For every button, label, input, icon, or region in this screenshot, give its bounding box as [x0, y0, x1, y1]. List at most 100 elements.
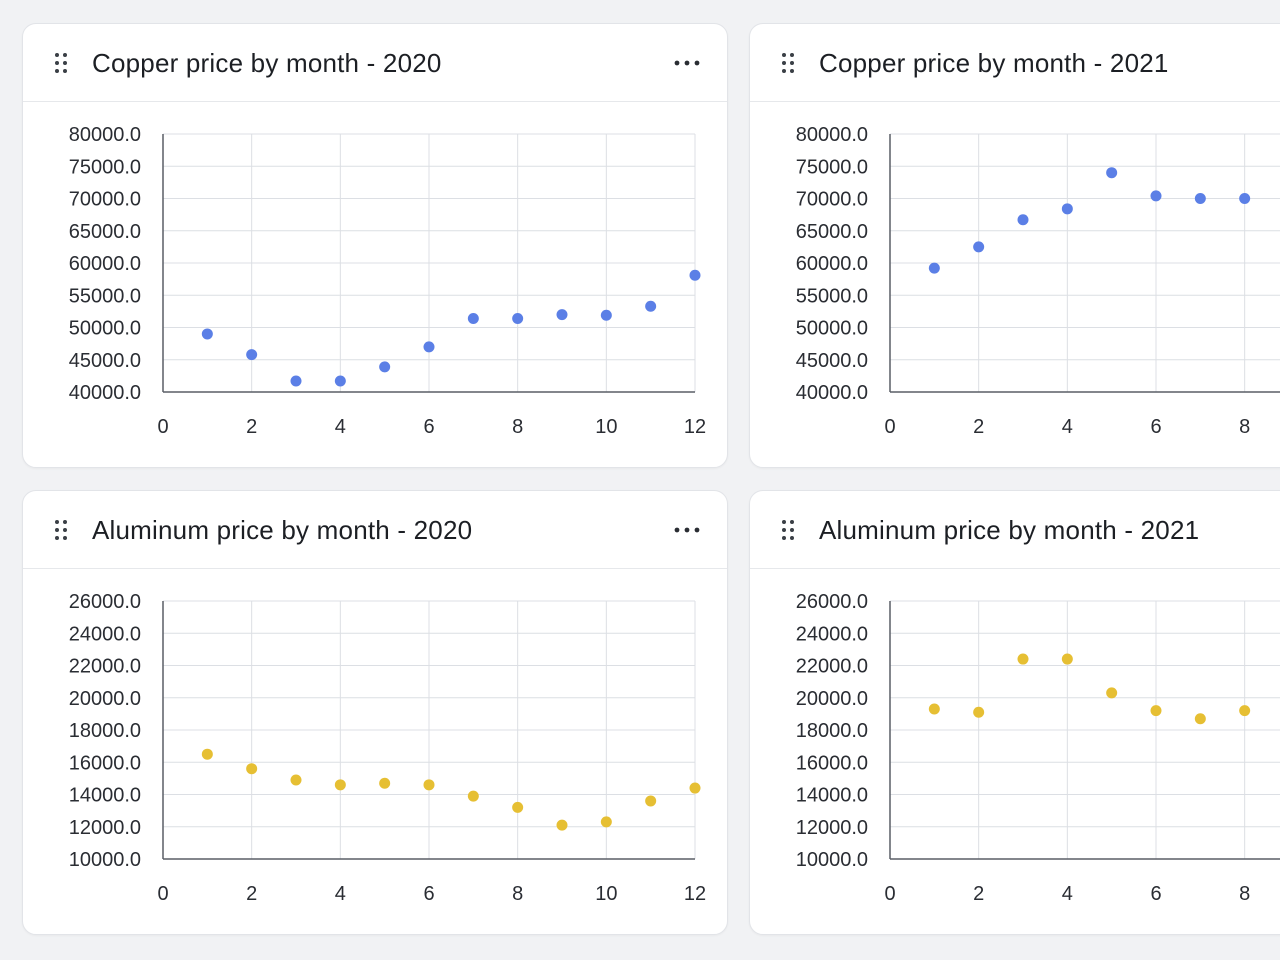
drag-handle-icon[interactable] [53, 52, 69, 74]
data-point[interactable] [1239, 193, 1251, 204]
data-point[interactable] [928, 703, 940, 715]
x-tick-label: 10 [595, 883, 617, 905]
x-tick-label: 0 [157, 883, 168, 905]
data-point[interactable] [1017, 214, 1029, 226]
chart-card-copper-2020: Copper price by month - 2020 40000.0 4500… [22, 23, 728, 468]
y-tick-label: 18000.0 [69, 720, 141, 742]
data-point[interactable] [1061, 203, 1073, 215]
x-tick-label: 4 [335, 416, 346, 438]
x-tick-label: 2 [973, 416, 984, 438]
data-point[interactable] [689, 269, 701, 281]
card-title: Aluminum price by month - 2021 [819, 515, 1200, 545]
data-point[interactable] [423, 341, 435, 353]
x-tick-label: 4 [1062, 883, 1073, 905]
data-point[interactable] [423, 779, 435, 791]
card-header: Copper price by month - 2020 [23, 24, 727, 102]
data-point[interactable] [1194, 193, 1206, 204]
x-tick-label: 8 [512, 883, 523, 905]
data-point[interactable] [645, 300, 657, 312]
drag-handle-icon[interactable] [780, 52, 796, 74]
y-tick-label: 55000.0 [69, 285, 141, 307]
y-tick-label: 75000.0 [796, 156, 868, 178]
data-point[interactable] [973, 706, 985, 718]
grid [162, 600, 696, 860]
ellipsis-icon[interactable] [671, 515, 703, 545]
data-point[interactable] [334, 779, 346, 791]
data-point[interactable] [379, 777, 391, 789]
data-point[interactable] [290, 375, 302, 387]
x-tick-label: 0 [884, 416, 895, 438]
data-point[interactable] [556, 819, 568, 831]
data-point[interactable] [1150, 705, 1162, 717]
y-tick-label: 50000.0 [796, 318, 868, 340]
data-point[interactable] [290, 774, 302, 786]
card-title: Copper price by month - 2020 [92, 48, 442, 78]
data-point[interactable] [928, 262, 940, 274]
data-point[interactable] [246, 763, 258, 775]
data-point[interactable] [600, 309, 612, 321]
y-tick-label: 40000.0 [69, 382, 141, 404]
data-point[interactable] [689, 782, 701, 794]
data-point[interactable] [645, 795, 657, 807]
data-point[interactable] [467, 312, 479, 324]
x-tick-label: 12 [684, 416, 706, 438]
chart-card-aluminum-2021: Aluminum price by month - 2021 10000.0 12… [749, 490, 1280, 935]
y-tick-label: 60000.0 [69, 253, 141, 275]
data-point[interactable] [201, 328, 213, 340]
data-point[interactable] [600, 816, 612, 828]
y-tick-label: 80000.0 [796, 124, 868, 146]
grid [889, 600, 1280, 860]
y-tick-label: 75000.0 [69, 156, 141, 178]
y-tick-label: 26000.0 [796, 591, 868, 613]
data-point[interactable] [512, 312, 524, 324]
y-tick-label: 60000.0 [796, 253, 868, 275]
card-title: Aluminum price by month - 2020 [92, 515, 473, 545]
drag-handle-icon[interactable] [53, 519, 69, 541]
card-header: Copper price by month - 2021 [750, 24, 1280, 102]
x-tick-label: 6 [1150, 883, 1161, 905]
data-point[interactable] [1239, 705, 1251, 717]
y-tick-label: 20000.0 [69, 688, 141, 710]
data-point[interactable] [1106, 687, 1118, 699]
chart-card-aluminum-2020: Aluminum price by month - 2020 10000.0 12… [22, 490, 728, 935]
scatter-chart: 10000.0 12000.0 14000.0 16000.0 18000.0 20000… [69, 591, 706, 905]
x-tick-label: 0 [157, 416, 168, 438]
data-point[interactable] [334, 375, 346, 387]
data-point[interactable] [1106, 167, 1118, 179]
data-point[interactable] [246, 349, 258, 361]
y-tick-label: 12000.0 [796, 817, 868, 839]
data-point[interactable] [201, 748, 213, 760]
drag-handle-icon[interactable] [780, 519, 796, 541]
x-tick-label: 0 [884, 883, 895, 905]
card-title: Copper price by month - 2021 [819, 48, 1169, 78]
x-tick-label: 2 [973, 883, 984, 905]
y-tick-label: 70000.0 [69, 189, 141, 211]
x-tick-label: 6 [423, 883, 434, 905]
x-tick-label: 8 [512, 416, 523, 438]
y-tick-label: 18000.0 [796, 720, 868, 742]
y-tick-label: 14000.0 [69, 785, 141, 807]
data-point[interactable] [973, 241, 985, 253]
y-tick-label: 20000.0 [796, 688, 868, 710]
ellipsis-icon[interactable] [671, 48, 703, 78]
y-tick-label: 22000.0 [796, 656, 868, 678]
y-tick-label: 22000.0 [69, 656, 141, 678]
y-tick-label: 40000.0 [796, 382, 868, 404]
data-point[interactable] [1061, 653, 1073, 665]
scatter-chart: 40000.0 45000.0 50000.0 55000.0 60000.0 65000… [69, 124, 706, 438]
grid [162, 133, 696, 393]
data-point[interactable] [379, 361, 391, 373]
y-tick-label: 16000.0 [796, 752, 868, 774]
y-tick-label: 16000.0 [69, 752, 141, 774]
data-point[interactable] [512, 801, 524, 813]
data-point[interactable] [1150, 190, 1162, 202]
chart-card-copper-2021: Copper price by month - 2021 40000.0 4500… [749, 23, 1280, 468]
data-point[interactable] [1194, 713, 1206, 725]
x-tick-label: 12 [684, 883, 706, 905]
data-point[interactable] [1017, 653, 1029, 665]
scatter-chart: 10000.0 12000.0 14000.0 16000.0 18000.0 20000… [796, 591, 1280, 905]
y-tick-label: 14000.0 [796, 785, 868, 807]
data-point[interactable] [467, 790, 479, 802]
data-point[interactable] [556, 309, 568, 321]
